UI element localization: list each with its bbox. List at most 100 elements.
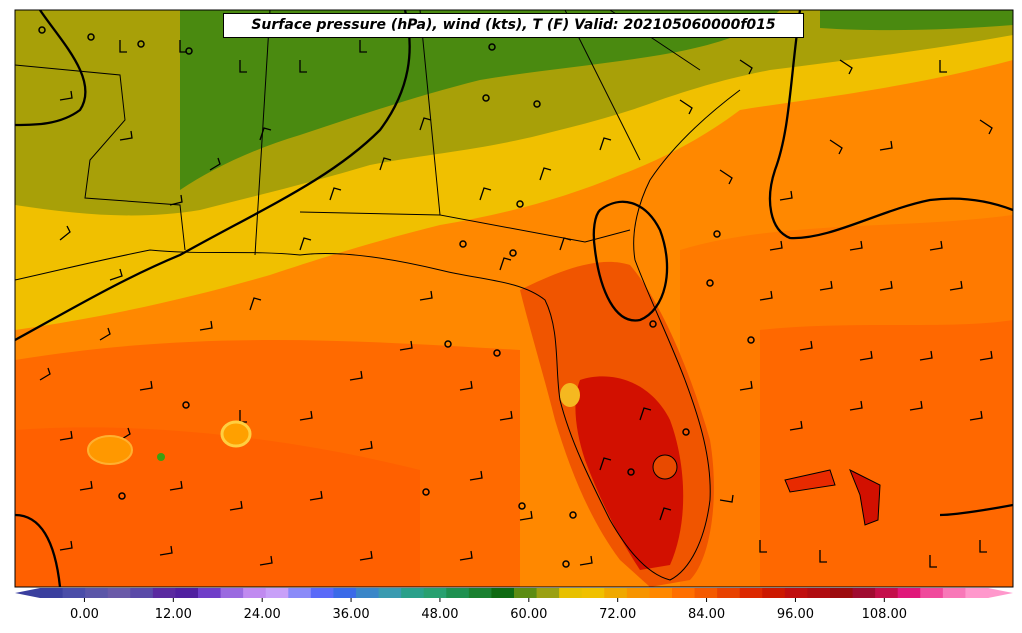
colorbar-cell	[920, 588, 944, 598]
temperature-fill	[15, 10, 1013, 587]
wind-barb	[849, 400, 863, 411]
isobar-southwest	[15, 513, 62, 587]
colorbar-cell	[378, 588, 402, 598]
calm-marker	[444, 340, 452, 348]
colorbar-cell	[604, 588, 628, 598]
wind-barb	[829, 139, 843, 155]
wind-barb	[679, 99, 693, 115]
calm-marker	[185, 47, 193, 55]
colorbar-cell	[807, 588, 831, 598]
wind-barb	[789, 420, 803, 431]
colorbar-cell	[62, 588, 86, 598]
colorbar-tick-label: 96.00	[777, 607, 814, 622]
wind-barb	[59, 540, 73, 551]
wind-barb	[979, 119, 993, 135]
colorbar-cell	[830, 588, 854, 598]
temperature-zone-north	[180, 10, 780, 190]
wind-barb	[579, 555, 593, 566]
colorbar-cell	[649, 588, 673, 598]
wind-barb	[879, 140, 893, 151]
wind-barb	[859, 350, 873, 361]
calm-marker	[137, 40, 145, 48]
wind-barb	[299, 60, 307, 73]
colorbar-tick-label: 84.00	[688, 607, 725, 622]
colorbar-cell	[468, 588, 493, 598]
wind-barb	[819, 280, 833, 291]
temperature-zone-far-south	[15, 427, 420, 587]
wind-barb	[79, 480, 93, 491]
wind-barb	[359, 550, 373, 561]
calm-wind-markers	[38, 26, 755, 568]
colorbar-tick-label: 72.00	[599, 607, 636, 622]
wind-barb	[929, 555, 937, 568]
colorbar-tick-label: 48.00	[421, 607, 458, 622]
wind-barb	[169, 194, 183, 206]
colorbar-cell	[198, 588, 222, 598]
colorbar-cell	[897, 588, 921, 598]
calm-marker	[713, 230, 721, 238]
wind-barb	[109, 268, 123, 281]
wind-barb	[929, 240, 943, 251]
colorbar-cell	[491, 588, 515, 598]
wind-barb	[459, 550, 473, 561]
colorbar-tick-label: 0.00	[70, 607, 99, 622]
wind-barb	[239, 60, 247, 73]
colorbar-extend-high	[988, 588, 1013, 598]
colorbar-tick-label: 108.00	[862, 607, 908, 622]
wind-barb	[119, 130, 133, 141]
isobar-florida-loop	[592, 200, 669, 322]
wind-barb	[99, 327, 111, 341]
calm-marker	[562, 560, 570, 568]
colorbar-cell	[356, 588, 380, 598]
calm-marker	[182, 401, 190, 409]
wind-barb	[799, 340, 813, 351]
wind-barb	[919, 350, 933, 361]
wind-barb	[739, 59, 753, 75]
isobar-atlantic	[768, 10, 1013, 240]
wind-barb	[359, 40, 367, 53]
colorbar-cell	[514, 588, 538, 598]
wind-barb	[259, 555, 273, 566]
wind-barb	[59, 430, 73, 441]
colorbar-cell	[288, 588, 312, 598]
wind-barb	[769, 240, 783, 251]
colorbar-cell	[559, 588, 583, 598]
calm-marker	[706, 279, 714, 287]
cool-anomaly	[157, 453, 165, 461]
colorbar-tick-label: 36.00	[332, 607, 369, 622]
wind-barb	[299, 410, 313, 421]
wind-barb	[259, 127, 272, 141]
colorbar-cell	[762, 588, 786, 598]
lake-okeechobee	[652, 454, 678, 480]
wind-barb	[779, 190, 793, 201]
colorbar-cell	[942, 588, 967, 598]
wind-barb	[199, 320, 213, 331]
calm-marker	[627, 468, 635, 476]
colorbar-cell	[784, 588, 809, 598]
colorbar-cell	[965, 588, 989, 598]
wind-barb	[499, 257, 512, 271]
wind-barb	[739, 380, 753, 391]
colorbar-cell	[243, 588, 267, 598]
wind-barb	[249, 297, 262, 311]
wind-barb	[379, 157, 392, 171]
colorbar-cells	[40, 588, 989, 598]
wind-barb	[759, 540, 767, 553]
wind-barb	[299, 237, 312, 251]
wind-barb	[969, 410, 983, 421]
wind-barb	[419, 290, 433, 301]
colorbar-tick-label: 12.00	[155, 607, 192, 622]
colorbar-cell	[626, 588, 651, 598]
calm-marker	[516, 200, 524, 208]
wind-barb	[359, 440, 373, 451]
warm-anomaly	[87, 435, 133, 465]
isobar-northwest	[15, 10, 87, 127]
calm-marker	[649, 320, 657, 328]
colorbar-cell	[85, 588, 109, 598]
colorbar-tick-label: 60.00	[510, 607, 547, 622]
wind-barb	[159, 545, 173, 556]
wind-barb	[839, 59, 853, 75]
wind-barb	[939, 60, 947, 73]
calm-marker	[422, 488, 430, 496]
local-anomalies	[87, 383, 678, 480]
